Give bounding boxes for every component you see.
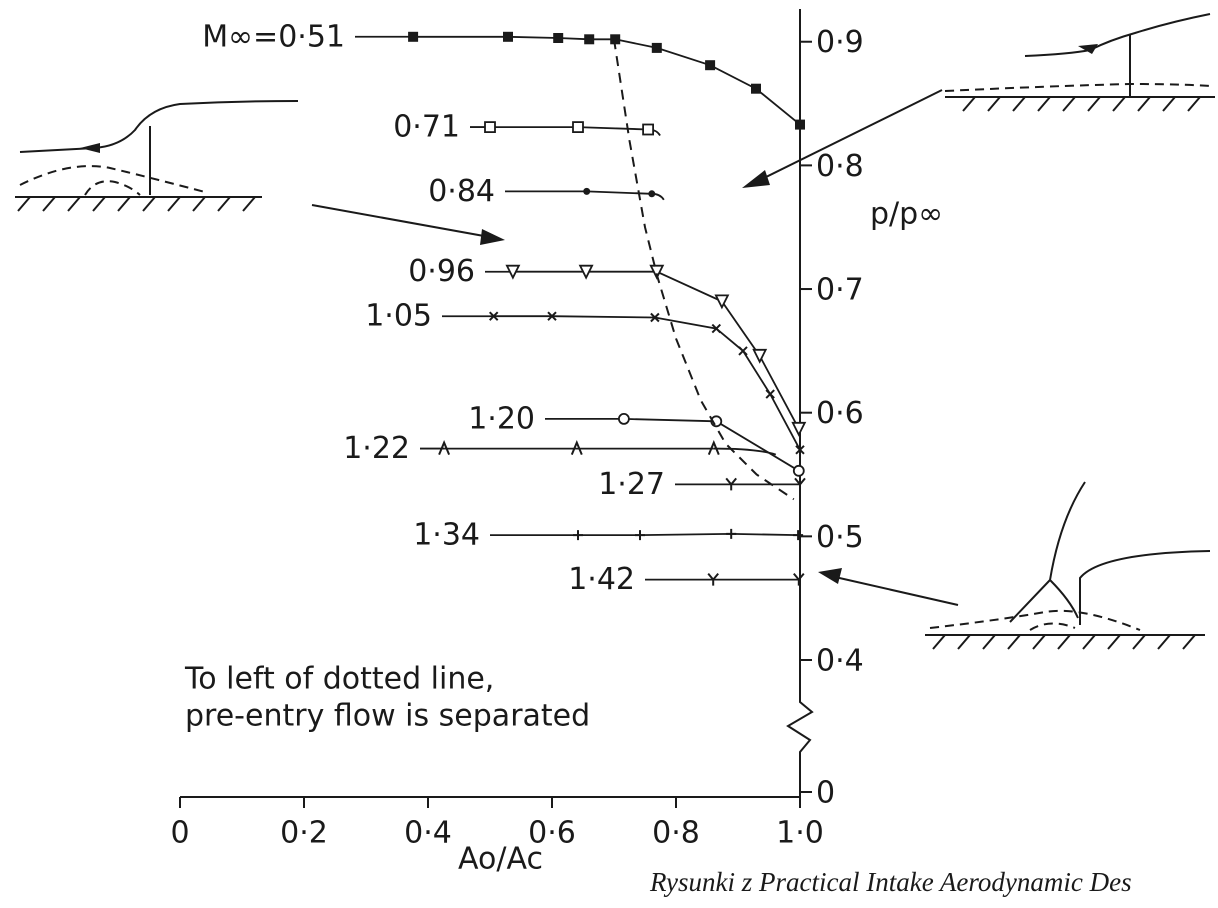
marker: [619, 414, 629, 424]
marker: [643, 125, 653, 135]
marker: [726, 529, 736, 539]
series-line: [587, 191, 652, 193]
marker: [795, 120, 805, 130]
x-tick-label: 0·8: [652, 816, 700, 851]
y-tick-label: 0·6: [816, 396, 864, 431]
legend-label: 1·27: [598, 467, 665, 502]
marker: [583, 188, 590, 195]
marker: [503, 32, 513, 42]
chart: p/p∞ Ao/Ac To left of dotted line, pre-e…: [0, 0, 1218, 908]
marker: [573, 530, 583, 540]
x-tick-label: 0: [170, 816, 189, 851]
y-tick-label: 0·7: [816, 273, 864, 308]
x-tick-label: 1·0: [776, 816, 824, 851]
marker: [408, 32, 418, 42]
legend-label: 1·42: [568, 562, 635, 597]
y-axis-label: p/p∞: [870, 197, 943, 232]
annotation-line: pre-entry flow is separated: [185, 699, 590, 734]
marker: [635, 530, 645, 540]
separation-line: [614, 39, 794, 499]
series-line: [624, 419, 799, 471]
legend-label: 1·05: [365, 299, 432, 334]
legend-label: 1·22: [343, 431, 410, 466]
series-line: [413, 37, 800, 125]
credit: Rysunki z Practical Intake Aerodynamic D…: [649, 867, 1132, 897]
marker: [739, 347, 747, 355]
y-tick-label: 0: [816, 776, 835, 811]
marker: [573, 122, 583, 132]
y-tick-label: 0·5: [816, 520, 864, 555]
marker: [652, 43, 662, 53]
annotation-line: To left of dotted line,: [184, 662, 494, 697]
legend-label: M∞=0·51: [202, 19, 345, 54]
legend-label: 1·34: [413, 518, 480, 553]
legend-label: 0·71: [393, 110, 460, 145]
legend-label: 0·84: [428, 174, 495, 209]
y-tick-label: 0·9: [816, 25, 864, 60]
marker: [716, 295, 728, 307]
marker: [794, 466, 804, 476]
inset-shock-flow: [818, 482, 1210, 649]
line-tail: [714, 449, 776, 455]
legend-label: 0·96: [408, 254, 475, 289]
marker: [553, 33, 563, 43]
series-line: [578, 534, 798, 535]
marker: [584, 34, 594, 44]
x-tick-label: 0·4: [404, 816, 452, 851]
y-tick-label: 0·4: [816, 644, 864, 679]
series-line: [494, 316, 800, 450]
marker: [648, 190, 655, 197]
marker: [485, 122, 495, 132]
marker: [751, 84, 761, 94]
legend-label: 1·20: [468, 401, 535, 436]
series-line: [490, 127, 648, 129]
y-tick-label: 0·8: [816, 149, 864, 184]
marker: [793, 530, 803, 540]
marker: [793, 423, 805, 435]
inset-full-flow: [742, 14, 1215, 188]
marker: [705, 60, 715, 70]
x-tick-label: 0·2: [280, 816, 328, 851]
marker: [766, 390, 774, 398]
marker: [754, 350, 766, 362]
x-tick-label: 0·6: [528, 816, 576, 851]
